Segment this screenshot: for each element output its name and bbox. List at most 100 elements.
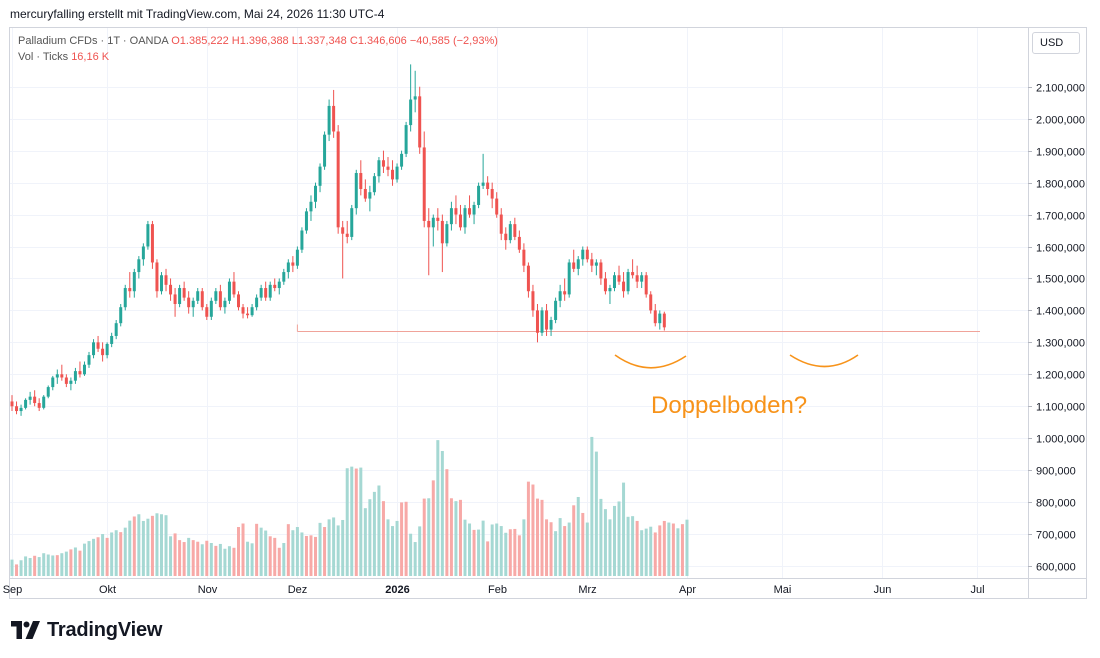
volume-bar — [196, 541, 200, 576]
volume-bar — [273, 537, 277, 576]
candle-body — [513, 224, 517, 237]
volume-bar — [635, 520, 639, 576]
volume-bar — [64, 551, 68, 576]
candle-body — [209, 300, 213, 317]
y-tick-label: 1.400,000 — [1036, 306, 1085, 318]
annotation-text: Doppelboden? — [651, 392, 808, 419]
candle-body — [304, 211, 308, 231]
candle-body — [612, 275, 616, 289]
volume-bar — [164, 515, 168, 576]
volume-value: 16,16 K — [71, 51, 110, 63]
volume-bar — [218, 543, 222, 576]
volume-bar — [200, 544, 204, 576]
candle-body — [418, 96, 422, 148]
volume-bar — [141, 520, 145, 576]
candle-body — [535, 310, 539, 333]
x-tick-label: Sep — [3, 584, 23, 596]
candle-body — [101, 348, 105, 356]
candle-body — [250, 307, 254, 316]
volume-bar — [150, 515, 154, 576]
volume-bar — [526, 481, 530, 576]
volume-bar — [33, 555, 37, 576]
volume-bar — [545, 519, 549, 576]
volume-bar — [42, 553, 46, 576]
volume-bar — [223, 548, 227, 576]
volume-bar — [110, 532, 114, 576]
tradingview-logo[interactable]: TradingView — [11, 618, 162, 642]
candle-body — [540, 310, 544, 333]
candle-body — [123, 288, 127, 308]
volume-bar — [255, 523, 259, 576]
volume-bar — [680, 524, 684, 576]
volume-bar — [490, 524, 494, 576]
candle-body — [132, 272, 136, 292]
double-bottom-arc-right — [789, 354, 859, 368]
volume-bar — [241, 523, 245, 576]
volume-bar — [277, 547, 281, 576]
volume-bar — [608, 519, 612, 576]
currency-selector[interactable]: USD — [1032, 32, 1080, 54]
candle-body — [82, 364, 86, 375]
candle-body — [504, 233, 508, 241]
candle-body — [517, 236, 521, 250]
candle-body — [658, 313, 662, 324]
volume-bar — [345, 468, 349, 576]
candle-body — [146, 224, 150, 247]
candle-body — [386, 166, 390, 170]
volume-bar — [359, 467, 363, 576]
volume-bar — [264, 530, 268, 576]
volume-bar — [445, 469, 449, 576]
candle-body — [603, 278, 607, 292]
candle-body — [662, 313, 666, 328]
candle-body — [549, 319, 553, 330]
volume-bar — [386, 519, 390, 576]
x-tick-label: Jul — [970, 584, 984, 596]
chart-frame[interactable] — [9, 27, 1087, 599]
volume-bar — [513, 528, 517, 576]
candle-body — [137, 259, 141, 273]
candle-body — [359, 173, 363, 189]
x-tick-label: Nov — [198, 584, 218, 596]
candle-body — [173, 294, 177, 305]
volume-bar — [422, 498, 426, 576]
volume-bar — [205, 540, 209, 576]
volume-bar — [191, 540, 195, 576]
candle-body — [159, 275, 163, 292]
x-tick-label: Dez — [288, 584, 308, 596]
volume-bar — [395, 520, 399, 576]
candle-body — [246, 313, 250, 316]
volume-bar — [372, 491, 376, 576]
volume-bar — [640, 530, 644, 576]
candle-body — [508, 224, 512, 241]
candle-body — [599, 262, 603, 279]
candle-body — [300, 230, 304, 250]
high-value: H1.396,388 — [231, 35, 289, 47]
candle-body — [640, 275, 644, 282]
candle-body — [105, 343, 109, 356]
candle-body — [237, 294, 240, 308]
candle-body — [314, 185, 318, 202]
candle-body — [51, 377, 55, 388]
candle-body — [155, 262, 159, 292]
candle-body — [259, 288, 263, 298]
x-tick-label: Jun — [874, 584, 892, 596]
y-tick-label: 1.200,000 — [1036, 370, 1085, 382]
candle-body — [87, 355, 91, 365]
candle-body — [214, 291, 218, 301]
change-value: −40,585 (−2,93%) — [409, 35, 498, 47]
volume-bar — [304, 535, 308, 576]
symbol-label[interactable]: Palladium CFDs · 1T · OANDA — [18, 35, 169, 47]
volume-bar — [508, 529, 512, 576]
candle-body — [445, 224, 449, 244]
candle-body — [490, 188, 494, 199]
candle-body — [128, 288, 132, 292]
candle-body — [277, 281, 281, 289]
x-tick-label: Apr — [679, 584, 696, 596]
volume-bar — [336, 525, 340, 576]
volume-bar — [413, 542, 417, 576]
candle-body — [332, 105, 336, 132]
volume-label[interactable]: Vol · Ticks — [18, 51, 69, 63]
candle-body — [19, 407, 23, 412]
candle-body — [436, 217, 440, 221]
